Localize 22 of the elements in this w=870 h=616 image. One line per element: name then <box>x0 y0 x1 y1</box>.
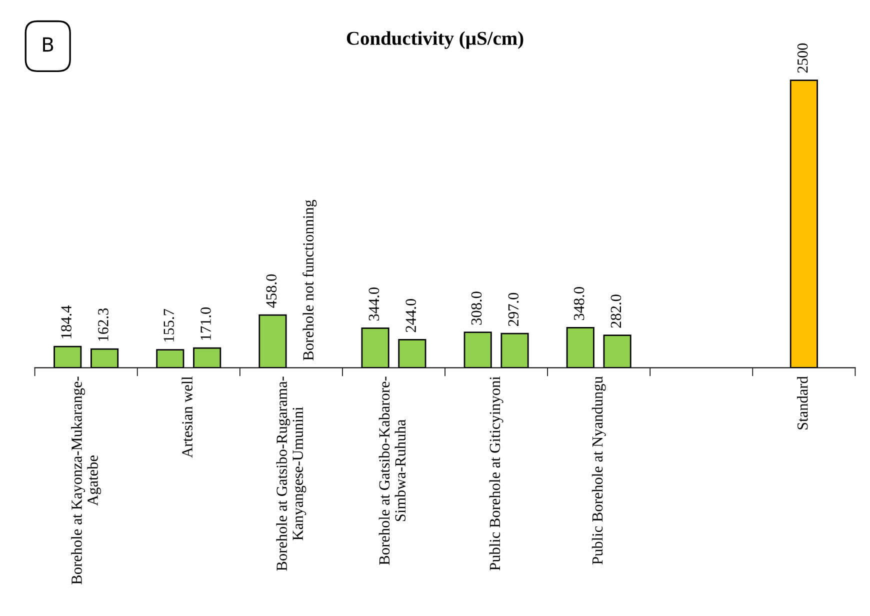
data-label: 297.0 <box>508 292 519 326</box>
x-tick-label: Borehole at Gatsibo-Kabarore- Simbwa-Ruhuha <box>378 376 406 565</box>
x-tick-label: Public Borehole at Nyandungu <box>592 376 606 564</box>
chart-title: Conductivity (µS/cm) <box>346 31 524 49</box>
data-label: 162.3 <box>98 308 108 341</box>
x-tick-label: Borehole at Gatsibo-Rugarama- Kanyangese-Umunini <box>276 376 306 571</box>
data-label: 171.0 <box>200 307 211 340</box>
x-tick-label: Public Borehole at Giticyinyoni <box>489 376 504 570</box>
data-label: 184.4 <box>61 305 72 338</box>
data-label: 282.0 <box>610 294 622 328</box>
x-tick-label: Borehole at Kayonza-Mukarange- Agatebe <box>71 376 102 584</box>
data-label: 2500 <box>797 43 808 73</box>
x-tick-label: Artesian well <box>182 376 192 458</box>
data-label: 308.0 <box>471 292 482 325</box>
data-label: 244.0 <box>406 298 416 332</box>
data-label: 344.0 <box>368 287 380 321</box>
data-label: 458.0 <box>266 274 277 308</box>
data-label: 155.7 <box>164 308 174 342</box>
text: B <box>43 37 54 52</box>
data-label: 348.0 <box>574 287 584 320</box>
text: Borehole not functionning <box>302 200 317 360</box>
x-tick-label: Standard <box>797 376 808 430</box>
